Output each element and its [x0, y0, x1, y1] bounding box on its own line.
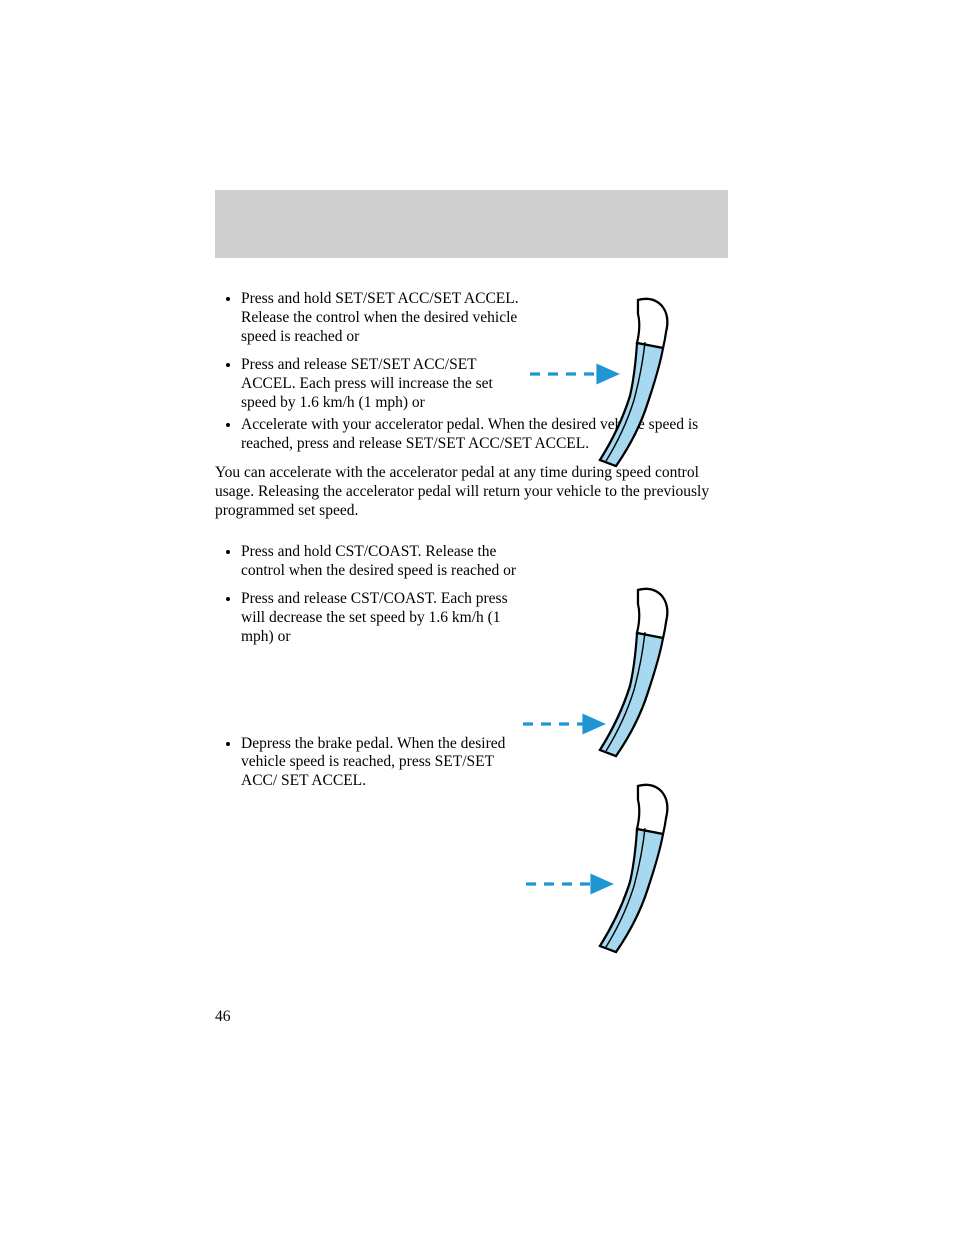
lever-illustration-1 [520, 286, 710, 476]
lever-illustration-3 [520, 772, 710, 962]
bullet: Press and hold CST/COAST. Release the co… [241, 543, 521, 581]
page: Press and hold SET/SET ACC/SET ACCEL. Re… [0, 0, 954, 1235]
bullet: Press and release CST/COAST. Each press … [241, 590, 521, 647]
bullet: Depress the brake pedal. When the desire… [241, 735, 521, 792]
header-band [215, 190, 728, 258]
page-number: 46 [215, 1008, 231, 1026]
bullet: Press and release SET/SET ACC/SET ACCEL.… [241, 356, 521, 413]
lever-illustration-2 [520, 576, 710, 766]
bullet: Press and hold SET/SET ACC/SET ACCEL. Re… [241, 290, 521, 347]
